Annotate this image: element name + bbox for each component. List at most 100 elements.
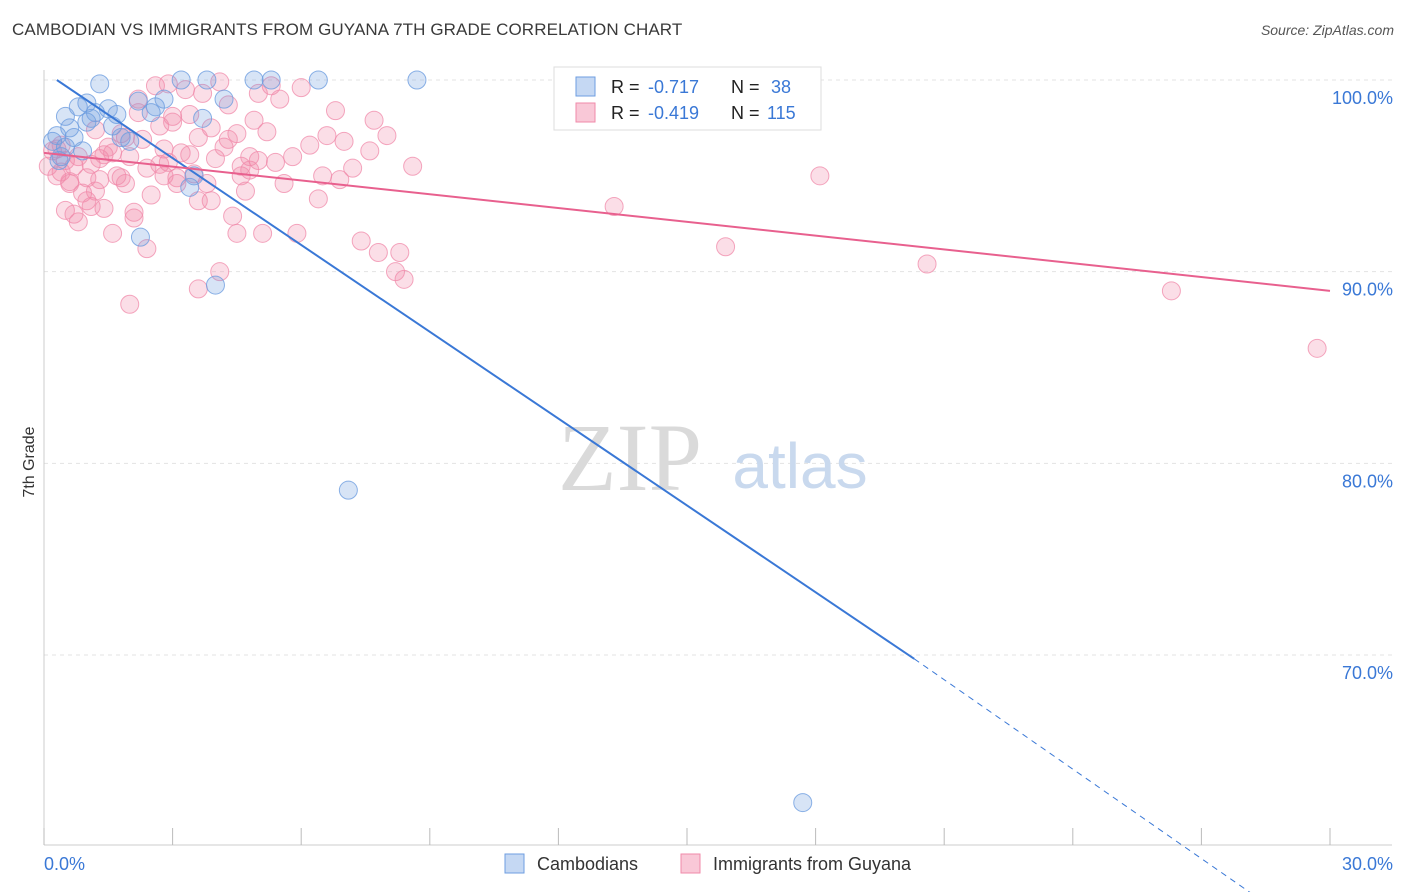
legend-label-cambodians: Cambodians (537, 854, 638, 874)
data-point-guyana (163, 112, 183, 132)
data-point-guyana (180, 105, 200, 124)
trendline-cambodians (56, 79, 915, 660)
data-point-guyana (85, 181, 105, 201)
stats-n-value: 115 (767, 103, 796, 123)
data-point-guyana (403, 156, 423, 176)
data-point-guyana (55, 200, 75, 220)
data-point-guyana (103, 143, 123, 163)
data-point-guyana (150, 116, 170, 136)
stats-swatch-guyana (575, 102, 596, 123)
data-point-cambodian (49, 151, 69, 170)
trendline-guyana (43, 151, 1331, 292)
data-point-guyana (103, 223, 123, 243)
data-point-guyana (60, 172, 80, 192)
data-point-cambodian (214, 89, 234, 109)
data-point-guyana (137, 239, 157, 259)
data-point-guyana (124, 208, 144, 228)
data-point-guyana (364, 110, 384, 130)
data-point-cambodian (171, 70, 191, 90)
grid-lines (44, 79, 1392, 656)
legend-swatch-cambodians (504, 853, 525, 874)
y-axis-label: 7th Grade (21, 426, 38, 497)
data-point-cambodian (128, 91, 148, 111)
data-point-guyana (188, 191, 208, 211)
data-point-cambodian (130, 227, 150, 247)
data-point-guyana (253, 223, 273, 243)
data-point-guyana (325, 101, 345, 121)
stats-n-label: N = (731, 103, 760, 123)
data-point-guyana (163, 106, 183, 126)
data-point-cambodian (338, 480, 358, 500)
data-point-cambodian (120, 131, 140, 151)
data-point-cambodian (73, 141, 93, 161)
stats-n-label: N = (731, 77, 760, 97)
data-point-guyana (287, 223, 307, 243)
data-point-cambodian (205, 275, 225, 295)
data-point-guyana (270, 89, 290, 109)
data-point-guyana (180, 145, 200, 165)
data-point-guyana (231, 166, 251, 186)
data-point-guyana (188, 128, 208, 147)
stats-n-value: 38 (771, 77, 791, 97)
watermark: ZIP atlas (558, 404, 868, 511)
data-point-cambodian (184, 166, 204, 186)
data-point-guyana (244, 110, 264, 130)
data-point-guyana (64, 156, 84, 176)
y-tick-labels: 70.0% 80.0% 90.0% 100.0% (1332, 88, 1393, 683)
x-tick-label: 30.0% (1342, 854, 1393, 874)
data-point-cambodian (60, 118, 80, 138)
x-tick-label: 0.0% (44, 854, 85, 874)
data-point-cambodian (197, 70, 217, 90)
stats-swatch-cambodians (575, 76, 596, 97)
y-tick-label: 100.0% (1332, 88, 1393, 108)
data-point-cambodian (90, 74, 110, 94)
data-point-cambodian (261, 70, 281, 90)
data-point-guyana (291, 78, 311, 98)
data-point-guyana (265, 152, 285, 172)
stats-legend-box (553, 66, 822, 131)
data-point-guyana (188, 279, 208, 299)
source-label: Source: ZipAtlas.com (1260, 22, 1394, 38)
stats-legend: R = -0.717 N = 38 R = -0.419 N = 115 (553, 66, 822, 131)
data-point-guyana (111, 168, 131, 188)
data-point-guyana (167, 168, 187, 188)
data-point-guyana (368, 243, 388, 262)
data-point-guyana (810, 166, 830, 186)
data-point-guyana (1161, 281, 1181, 301)
data-point-guyana (351, 231, 371, 251)
data-point-cambodian (244, 70, 264, 90)
data-point-guyana (394, 269, 414, 289)
stats-r-label: R = (611, 77, 640, 97)
data-point-guyana (917, 254, 937, 274)
stats-r-value: -0.717 (648, 77, 699, 97)
data-point-guyana (390, 243, 410, 262)
data-point-guyana (81, 197, 101, 216)
data-point-cambodian (793, 793, 813, 813)
data-point-guyana (343, 158, 363, 178)
data-point-guyana (124, 202, 144, 222)
data-point-guyana (716, 237, 736, 257)
y-tick-label: 70.0% (1342, 663, 1393, 683)
data-point-cambodian (55, 106, 75, 126)
chart-title: CAMBODIAN VS IMMIGRANTS FROM GUYANA 7TH … (12, 20, 683, 39)
data-point-guyana (141, 185, 161, 205)
stats-r-value: -0.419 (648, 103, 699, 123)
data-point-guyana (334, 131, 354, 151)
data-point-guyana (120, 294, 140, 314)
series-cambodians (43, 70, 813, 813)
data-point-guyana (300, 135, 320, 155)
y-tick-label: 90.0% (1342, 280, 1393, 300)
watermark-atlas: atlas (732, 430, 867, 502)
data-point-guyana (223, 206, 243, 226)
data-point-guyana (360, 141, 380, 161)
data-point-cambodian (308, 70, 328, 90)
stats-r-label: R = (611, 103, 640, 123)
bottom-legend: Cambodians Immigrants from Guyana (504, 853, 912, 874)
data-point-cambodian (407, 70, 427, 90)
y-tick-label: 80.0% (1342, 471, 1393, 491)
data-point-cambodian (64, 128, 84, 147)
data-point-guyana (218, 129, 238, 149)
data-point-cambodian (145, 97, 165, 117)
legend-swatch-guyana (680, 853, 701, 874)
data-point-guyana (604, 197, 624, 216)
